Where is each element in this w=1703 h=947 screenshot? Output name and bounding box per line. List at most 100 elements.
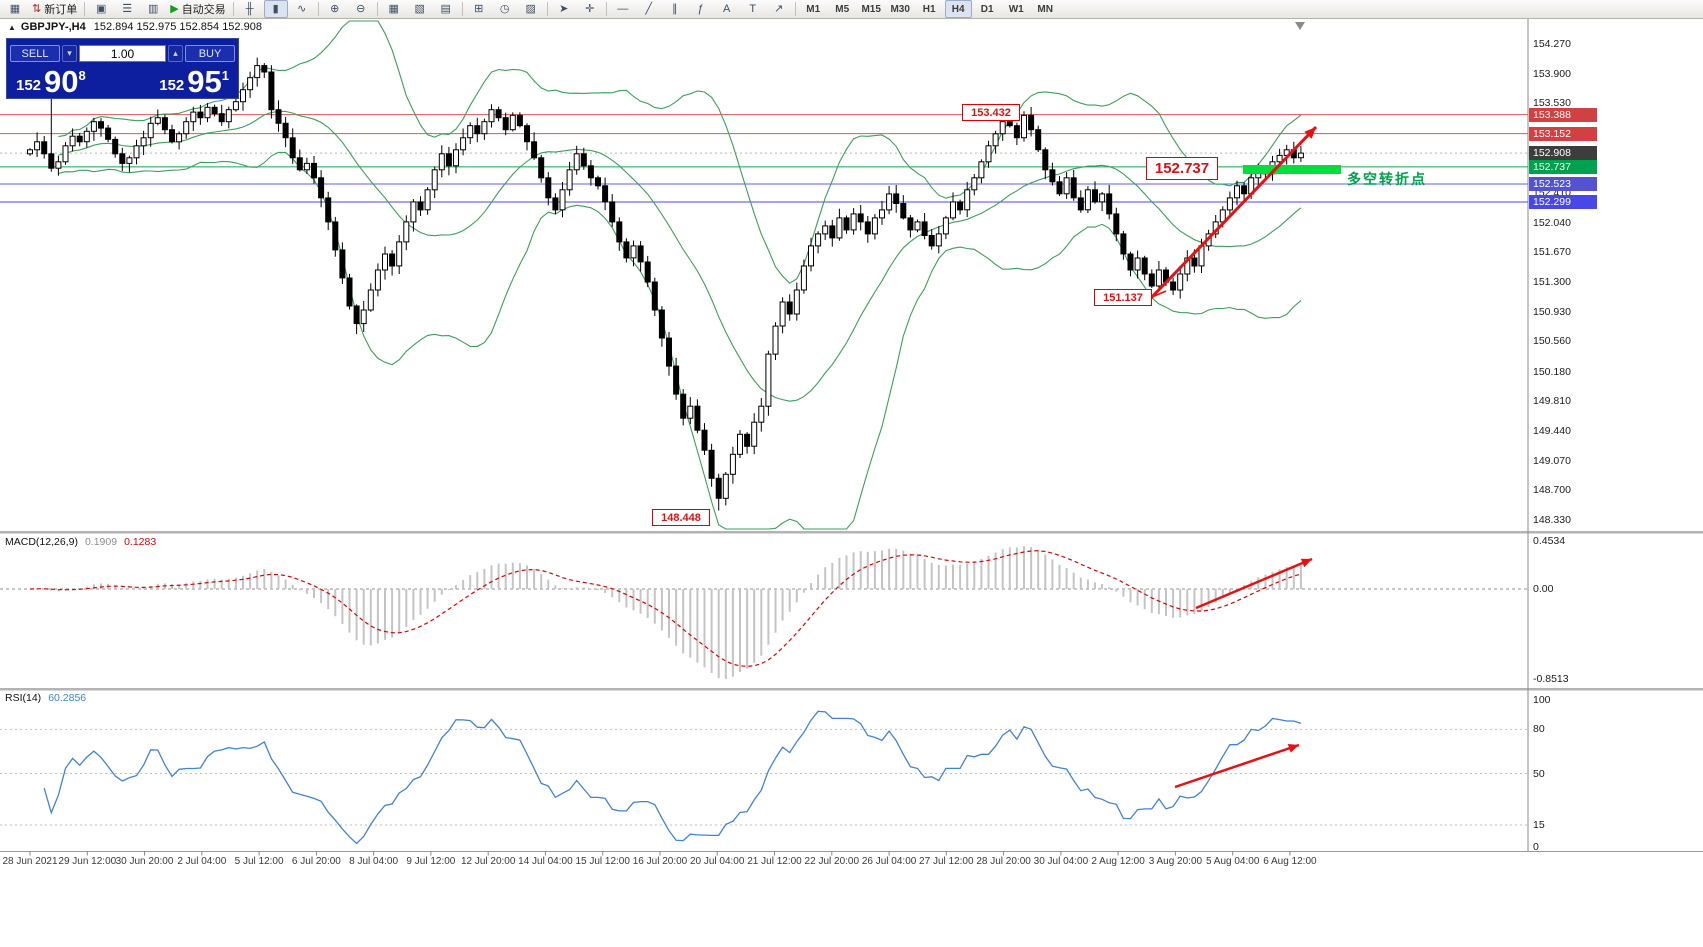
time-axis-label: 15 Jul 12:00 [575,856,630,867]
price-badge-152.523: 152.523 [1529,177,1597,191]
timeframe-H4-button[interactable]: H4 [944,0,972,18]
fibonacci-tool-button[interactable]: ƒ [689,0,713,18]
price-tick-label: 149.440 [1533,425,1571,438]
macd-scale-label: -0.8513 [1533,673,1569,686]
autotrading-button[interactable]: ▶ 自动交易 [167,0,228,18]
bear-candle [744,433,751,447]
equidistant-channel-tool-button[interactable]: ∥ [663,0,687,18]
timeframe-MN-button[interactable]: MN [1037,3,1053,15]
indicators-list-button[interactable]: ⊞ [467,0,491,18]
buy-button[interactable]: BUY [185,45,235,62]
time-axis-label: 8 Jul 04:00 [349,856,399,867]
bull-candle [247,77,254,91]
sell-price[interactable]: 152 90 8 [16,65,86,98]
horizontal-line-tool-button[interactable]: — [611,0,635,18]
zoom-in-icon: ⊕ [330,3,340,15]
new-order-button[interactable]: ⇅ 新订单 [29,0,80,18]
templates-button[interactable]: ▨ [519,0,543,18]
bear-candle [389,253,396,267]
market-watch-button[interactable]: ☰ [115,0,139,18]
data-window-icon: ▥ [148,3,159,15]
volume-decrease-button[interactable]: ▾ [62,45,77,62]
timeframe-W1-button[interactable]: W1 [1008,3,1024,15]
time-axis-label: 14 Jul 04:00 [518,856,573,867]
cascade-windows-button[interactable]: ▧ [408,0,432,18]
trendline-tool-button[interactable]: ╱ [637,0,661,18]
bear-candle [1092,189,1098,203]
candlestick-chart-button[interactable]: ▮ [263,0,288,18]
bull-candle [1184,257,1191,275]
bull-candle [992,133,999,147]
volume-increase-button[interactable]: ▴ [168,45,183,62]
periods-button[interactable]: ◷ [493,0,517,18]
timeframe-M15-button[interactable]: M15 [861,3,881,15]
bear-candle [538,157,545,179]
bull-candle [62,145,69,163]
bull-candle [1297,152,1304,159]
bear-candle [296,157,303,171]
bear-candle [105,127,112,140]
timeframe-H1-button[interactable]: H1 [922,3,936,15]
timeframe-D1-button[interactable]: D1 [980,3,994,15]
price-annotation-box[interactable]: 151.137 [1094,289,1152,306]
arrange-windows-button[interactable]: ▤ [434,0,458,18]
bull-candle [254,65,261,79]
bull-candle [240,89,246,103]
price-annotation-box[interactable]: 148.448 [652,509,710,526]
bear-candle [197,111,204,119]
bear-candle [98,121,104,129]
bull-candle [438,153,445,171]
bull-candle [34,141,41,151]
zoom-in-button[interactable]: ⊕ [323,0,347,18]
price-badge-152.299: 152.299 [1529,194,1597,209]
cursor-tool-button[interactable]: ➤ [552,0,576,18]
line-chart-button[interactable]: ∿ [290,0,314,18]
price-annotation-box[interactable]: 153.432 [962,104,1020,121]
bear-candle [595,177,601,187]
pivot-point-label[interactable]: 多空转折点 [1347,171,1427,187]
support-zone-highlight[interactable] [1243,165,1341,174]
timeframe-M5-button[interactable]: M5 [835,3,850,15]
timeframe-M30-button[interactable]: M30 [890,3,910,15]
bull-candle [722,473,729,499]
market-watch-icon: ☰ [122,3,133,15]
text-tool-button[interactable]: A [715,0,739,18]
bull-candle [1084,189,1091,211]
one-click-collapse-toggle[interactable]: ▲ [8,23,16,32]
time-axis-label: 9 Jul 12:00 [406,856,456,867]
profiles-button[interactable]: ▣ [89,0,113,18]
bull-candle [999,121,1006,135]
sell-button[interactable]: SELL [10,45,60,62]
price-annotation-box[interactable]: 152.737 [1146,157,1218,180]
chart-symbol-header: ▲ GBPJPY-,H4 152.894 152.975 152.854 152.9… [8,21,262,33]
new-chart-button[interactable]: ▦ [3,0,27,18]
volume-input[interactable]: 1.00 [79,45,166,62]
bull-candle [942,217,949,235]
buy-price[interactable]: 152 95 1 [159,65,229,98]
rsi-value: 60.2856 [48,692,87,704]
trend-arrow[interactable] [1174,743,1300,789]
bear-candle [1042,149,1049,171]
label-tool-button[interactable]: T [741,0,765,18]
bull-candle [758,405,765,423]
time-axis-label: 5 Aug 04:00 [1205,856,1260,867]
timeframe-M1-button[interactable]: M1 [806,3,821,15]
data-window-button[interactable]: ▥ [141,0,165,18]
crosshair-tool-button[interactable]: ✛ [578,0,602,18]
bar-chart-button[interactable]: ╫ [238,0,262,18]
equidistant-channel-tool-icon: ∥ [671,3,678,15]
trend-arrow[interactable] [1195,557,1313,610]
tile-windows-button[interactable]: ▦ [382,0,406,18]
price-tick-label: 150.560 [1533,335,1571,348]
trend-arrow[interactable] [1148,125,1318,301]
text-tool-icon: A [723,3,731,15]
arrow-tool-button[interactable]: ↗ [767,0,791,18]
zoom-out-button[interactable]: ⊖ [349,0,373,18]
bear-candle [609,201,616,223]
bear-candle [495,109,502,119]
bear-candle [1013,125,1020,139]
bear-candle [1070,177,1077,199]
bull-candle [566,169,573,191]
main-toolbar: ▦ ⇅ 新订单 ▣ ☰ ▥ ▶ 自动交易 ╫ ▮ ∿ ⊕ ⊖ ▦ ▧ ▤ ⊞ ◷ ▨ ➤ ✛ — ╱ ∥ ƒ A T ↗ M1 M5 M15… [0,0,1703,19]
